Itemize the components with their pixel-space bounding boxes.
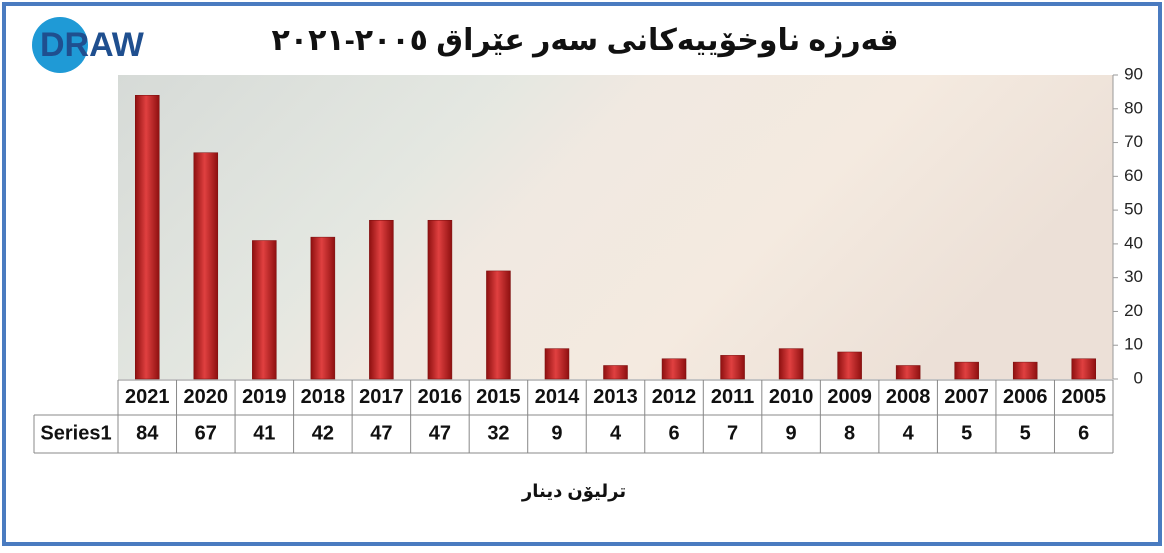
table-value: 5 bbox=[1020, 422, 1031, 444]
bar bbox=[720, 355, 745, 380]
y-tick-label: 40 bbox=[1124, 233, 1143, 252]
logo: DRAW bbox=[32, 17, 145, 73]
bar bbox=[1012, 361, 1038, 380]
bar bbox=[310, 236, 336, 380]
bar bbox=[135, 95, 160, 380]
bar bbox=[369, 219, 394, 380]
table-value: 6 bbox=[668, 422, 679, 444]
bar bbox=[193, 152, 219, 380]
table-value: 42 bbox=[312, 422, 334, 444]
bar bbox=[1071, 358, 1096, 380]
table-value: 47 bbox=[429, 422, 451, 444]
y-tick-label: 10 bbox=[1124, 335, 1143, 354]
table-value: 41 bbox=[253, 422, 275, 444]
y-tick-label: 50 bbox=[1124, 200, 1143, 219]
table-value: 6 bbox=[1078, 422, 1089, 444]
y-tick-label: 70 bbox=[1124, 132, 1143, 151]
logo-text: DRAW bbox=[40, 26, 145, 64]
bar bbox=[427, 219, 453, 380]
table-value: 9 bbox=[786, 422, 797, 444]
x-tick-label: 2020 bbox=[184, 386, 229, 408]
y-tick-label: 20 bbox=[1124, 301, 1143, 320]
table-value: 4 bbox=[903, 422, 915, 444]
bar bbox=[486, 270, 511, 380]
table-value: 7 bbox=[727, 422, 738, 444]
bar bbox=[778, 348, 804, 380]
table-value: 67 bbox=[195, 422, 217, 444]
table-value: 4 bbox=[610, 422, 622, 444]
logo-circle bbox=[32, 17, 88, 73]
x-tick-label: 2006 bbox=[1003, 386, 1048, 408]
bar bbox=[954, 361, 979, 380]
table-value: 47 bbox=[370, 422, 392, 444]
x-tick-label: 2010 bbox=[769, 386, 814, 408]
y-tick-label: 90 bbox=[1124, 64, 1143, 83]
bar bbox=[661, 358, 687, 380]
table-value: 5 bbox=[961, 422, 972, 444]
y-tick-label: 30 bbox=[1124, 267, 1143, 286]
x-tick-label: 2007 bbox=[944, 386, 989, 408]
x-tick-label: 2008 bbox=[886, 386, 931, 408]
y-tick-label: 0 bbox=[1134, 368, 1143, 387]
x-tick-label: 2014 bbox=[535, 386, 580, 408]
x-tick-label: 2016 bbox=[418, 386, 463, 408]
x-tick-label: 2013 bbox=[593, 386, 638, 408]
bar bbox=[837, 351, 862, 380]
x-tick-label: 2005 bbox=[1061, 386, 1106, 408]
axis-label: ترلیۆن دینار bbox=[521, 481, 626, 502]
y-tick-label: 60 bbox=[1124, 166, 1143, 185]
x-tick-label: 2021 bbox=[125, 386, 170, 408]
x-tick-label: 2018 bbox=[301, 386, 346, 408]
x-tick-label: 2019 bbox=[242, 386, 287, 408]
plot-background bbox=[118, 75, 1113, 379]
legend-label: Series1 bbox=[40, 422, 111, 444]
bar bbox=[252, 240, 277, 380]
table-value: 84 bbox=[136, 422, 159, 444]
x-tick-label: 2017 bbox=[359, 386, 404, 408]
chart-title: قەرزە ناوخۆییەکانی سەر عێراق ٢٠٠٥-٢٠٢١ bbox=[271, 24, 898, 58]
x-tick-label: 2015 bbox=[476, 386, 521, 408]
y-tick-label: 80 bbox=[1124, 98, 1143, 117]
table-value: 8 bbox=[844, 422, 855, 444]
bar bbox=[603, 365, 628, 380]
x-tick-label: 2009 bbox=[827, 386, 872, 408]
x-tick-label: 2011 bbox=[711, 386, 754, 408]
table-value: 32 bbox=[487, 422, 509, 444]
table-value: 9 bbox=[551, 422, 562, 444]
x-tick-label: 2012 bbox=[652, 386, 697, 408]
bar bbox=[544, 348, 570, 380]
bar bbox=[895, 365, 921, 380]
